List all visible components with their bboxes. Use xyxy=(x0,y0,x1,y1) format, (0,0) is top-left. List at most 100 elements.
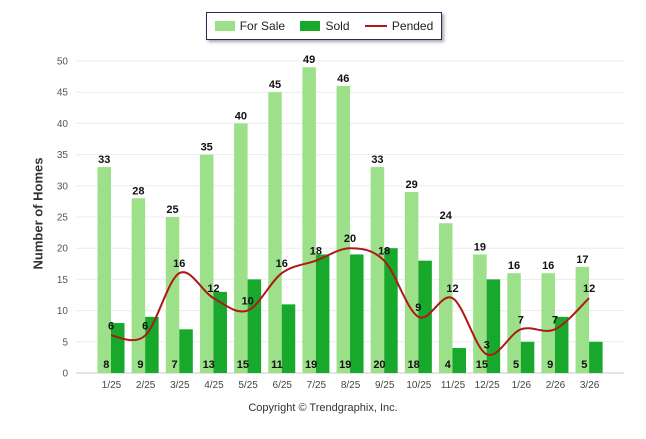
legend-swatch-pended xyxy=(364,25,387,27)
bar-for-sale xyxy=(336,85,351,374)
data-label-sold: 19 xyxy=(305,359,317,371)
x-tick-label: 6/25 xyxy=(273,380,293,391)
y-tick-label: 35 xyxy=(57,150,69,161)
data-label-pended: 12 xyxy=(207,283,219,295)
data-label-sold: 11 xyxy=(271,359,283,371)
data-label-for-sale: 17 xyxy=(576,254,588,266)
data-label-for-sale: 33 xyxy=(371,154,383,166)
x-tick-label: 4/25 xyxy=(204,380,224,391)
data-label-pended: 18 xyxy=(378,246,390,258)
y-tick-label: 0 xyxy=(62,369,68,380)
y-tick-label: 30 xyxy=(57,181,69,192)
data-label-pended: 7 xyxy=(552,314,558,326)
legend-label-sold: Sold xyxy=(325,19,350,33)
bar-sold xyxy=(589,341,603,373)
data-label-for-sale: 28 xyxy=(132,185,144,197)
y-tick-label: 40 xyxy=(57,119,69,130)
legend-item-sold[interactable]: Sold xyxy=(300,19,350,33)
x-tick-label: 9/25 xyxy=(375,380,395,391)
x-tick-label: 12/25 xyxy=(475,380,500,391)
data-label-for-sale: 35 xyxy=(201,142,213,154)
bar-for-sale xyxy=(404,192,419,373)
copyright-text: Copyright © Trendgraphix, Inc. xyxy=(248,402,398,414)
data-label-sold: 19 xyxy=(339,359,351,371)
x-tick-label: 5/25 xyxy=(238,380,258,391)
legend-item-pended[interactable]: Pended xyxy=(364,19,434,33)
data-label-sold: 4 xyxy=(445,359,452,371)
data-label-pended: 9 xyxy=(415,302,421,314)
data-label-sold: 18 xyxy=(407,359,419,371)
bar-sold xyxy=(554,316,569,373)
bar-for-sale xyxy=(131,198,146,373)
bar-for-sale xyxy=(268,92,282,373)
legend: For Sale Sold Pended xyxy=(206,12,442,40)
data-label-sold: 20 xyxy=(373,359,385,371)
bar-sold xyxy=(315,254,330,373)
bar-sold xyxy=(213,291,227,373)
data-label-for-sale: 24 xyxy=(440,210,453,222)
bar-sold xyxy=(384,248,398,373)
y-tick-label: 10 xyxy=(57,306,69,317)
data-label-sold: 5 xyxy=(513,359,519,371)
y-axis-title: Number of Homes xyxy=(30,157,46,270)
data-label-pended: 7 xyxy=(518,314,524,326)
data-label-pended: 3 xyxy=(484,339,490,351)
data-label-sold: 9 xyxy=(547,359,553,371)
data-label-pended: 10 xyxy=(241,296,253,308)
data-label-pended: 12 xyxy=(446,283,458,295)
bar-for-sale xyxy=(541,273,555,373)
y-tick-label: 25 xyxy=(57,213,69,224)
bar-sold xyxy=(452,348,466,373)
data-label-sold: 8 xyxy=(103,359,109,371)
data-label-for-sale: 16 xyxy=(508,260,520,272)
data-label-pended: 6 xyxy=(142,321,148,333)
bar-for-sale xyxy=(370,167,385,373)
line-pended xyxy=(110,247,590,356)
data-label-for-sale: 19 xyxy=(474,241,486,253)
bar-sold xyxy=(520,341,535,373)
bar-for-sale xyxy=(165,217,180,373)
legend-label-for-sale: For Sale xyxy=(239,19,286,33)
data-label-sold: 9 xyxy=(137,359,143,371)
x-tick-label: 3/26 xyxy=(580,380,600,391)
data-label-pended: 20 xyxy=(344,233,356,245)
data-label-sold: 5 xyxy=(581,359,587,371)
bar-sold xyxy=(350,254,364,373)
x-tick-label: 2/26 xyxy=(546,380,566,391)
data-label-for-sale: 33 xyxy=(98,154,110,166)
data-label-pended: 16 xyxy=(276,258,288,270)
data-label-pended: 18 xyxy=(310,246,322,258)
bar-for-sale xyxy=(302,67,316,374)
x-tick-label: 10/25 xyxy=(406,380,431,391)
data-label-sold: 15 xyxy=(476,359,488,371)
x-tick-label: 7/25 xyxy=(307,380,327,391)
data-label-for-sale: 25 xyxy=(166,204,178,216)
data-label-pended: 6 xyxy=(108,321,114,333)
bar-for-sale xyxy=(473,254,487,373)
legend-swatch-for-sale xyxy=(214,21,235,31)
bar-sold xyxy=(179,329,193,373)
data-label-for-sale: 46 xyxy=(337,73,349,85)
bar-for-sale xyxy=(507,273,521,373)
data-label-sold: 7 xyxy=(171,359,177,371)
y-tick-label: 15 xyxy=(57,275,69,286)
y-tick-label: 5 xyxy=(62,337,68,348)
legend-item-for-sale[interactable]: For Sale xyxy=(214,19,286,33)
data-label-sold: 13 xyxy=(203,359,215,371)
y-tick-label: 50 xyxy=(57,57,69,68)
x-tick-label: 3/25 xyxy=(170,380,190,391)
bar-for-sale xyxy=(234,123,248,374)
data-label-for-sale: 49 xyxy=(303,54,315,66)
bar-for-sale xyxy=(199,154,214,373)
x-tick-label: 11/25 xyxy=(441,380,466,391)
data-label-sold: 15 xyxy=(237,359,249,371)
x-tick-label: 1/25 xyxy=(102,380,122,391)
legend-swatch-sold xyxy=(300,21,321,31)
data-label-for-sale: 29 xyxy=(405,179,417,191)
data-label-for-sale: 40 xyxy=(235,110,247,122)
legend-label-pended: Pended xyxy=(391,19,434,33)
y-tick-label: 20 xyxy=(57,244,69,255)
x-tick-label: 2/25 xyxy=(136,380,156,391)
